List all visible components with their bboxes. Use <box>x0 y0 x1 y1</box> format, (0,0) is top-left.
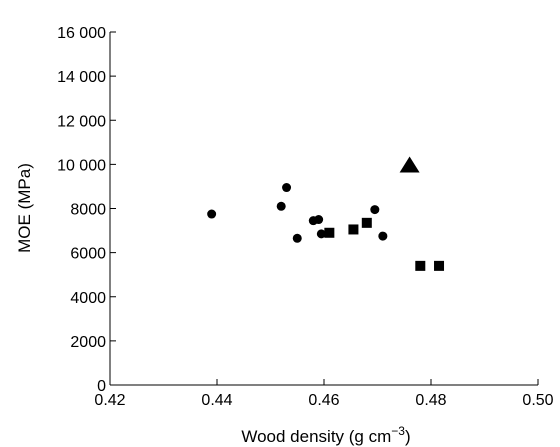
y-tick-label: 8000 <box>70 202 106 219</box>
x-axis-title: Wood density (g cm−3) <box>241 424 410 446</box>
x-axis-title-superscript: −3 <box>391 424 405 438</box>
triangle-point <box>399 156 420 173</box>
axes <box>109 32 538 386</box>
square-point <box>415 260 426 271</box>
square-point <box>324 227 335 238</box>
x-axis-title-close: ) <box>405 427 411 446</box>
y-tick-label: 12 000 <box>57 113 106 130</box>
y-tick-label: 6000 <box>70 246 106 263</box>
x-tick-label: 0.42 <box>94 392 125 409</box>
y-tick-label: 10 000 <box>57 157 106 174</box>
x-axis-title-main: Wood density (g cm <box>241 427 391 446</box>
x-tick-label: 0.50 <box>522 392 553 409</box>
x-tick-label: 0.44 <box>201 392 232 409</box>
circle-point <box>378 231 388 241</box>
circle-point <box>282 183 292 193</box>
circle-point <box>207 209 217 219</box>
circle-point <box>316 229 326 239</box>
square-point <box>434 260 445 271</box>
x-tick-label: 0.48 <box>415 392 446 409</box>
square-point <box>361 217 372 228</box>
x-ticks: 0.42 0.44 0.46 0.48 0.50 <box>94 379 554 409</box>
square-point <box>348 224 359 235</box>
y-axis-title: MOE (MPa) <box>15 163 34 253</box>
circle-point <box>276 201 286 211</box>
y-tick-label: 0 <box>97 378 106 395</box>
circle-point <box>292 233 302 243</box>
y-ticks: 0 2000 4000 6000 8000 10 000 12 000 14 000 16 00… <box>57 25 116 395</box>
x-tick-label: 0.46 <box>308 392 339 409</box>
y-tick-label: 14 000 <box>57 69 106 86</box>
y-tick-label: 4000 <box>70 290 106 307</box>
y-tick-label: 2000 <box>70 334 106 351</box>
data-points <box>207 156 445 271</box>
circle-point <box>314 215 324 225</box>
circle-point <box>370 205 380 215</box>
y-tick-label: 16 000 <box>57 25 106 42</box>
